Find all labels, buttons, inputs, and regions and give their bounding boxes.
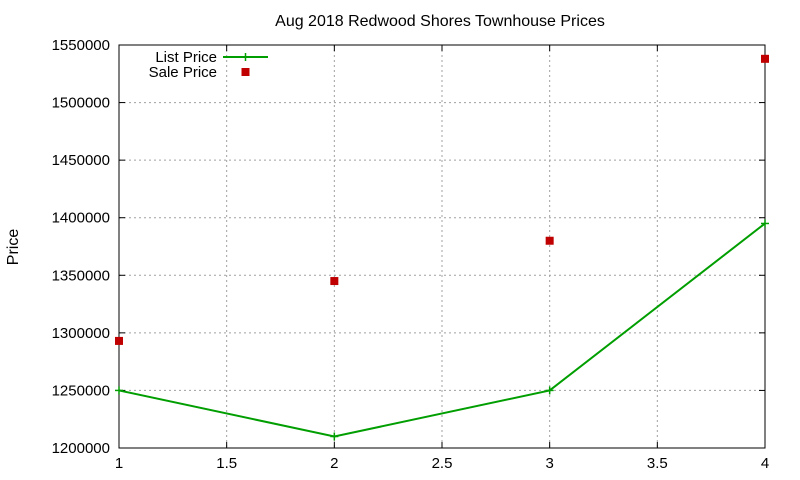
y-tick-label: 1300000 bbox=[52, 325, 110, 342]
data-point bbox=[330, 432, 339, 441]
series-layer bbox=[115, 54, 769, 441]
legend-label: Sale Price bbox=[149, 64, 217, 81]
axis-ticks: 1200000 1250000 1300000 1350000 1400000 14500… bbox=[52, 37, 770, 472]
legend-marker bbox=[241, 53, 250, 61]
data-point bbox=[761, 54, 769, 63]
data-point bbox=[545, 386, 554, 395]
y-tick-label: 1550000 bbox=[52, 37, 110, 54]
y-tick-label: 1350000 bbox=[52, 267, 110, 284]
x-tick-label: 2 bbox=[330, 455, 338, 472]
data-point bbox=[330, 277, 339, 286]
data-point bbox=[545, 236, 554, 245]
grid-lines bbox=[119, 45, 765, 448]
series-line bbox=[118, 222, 766, 438]
x-tick-label: 3 bbox=[545, 455, 553, 472]
x-tick-label: 4 bbox=[761, 455, 769, 472]
y-axis-label: Price bbox=[5, 229, 22, 266]
data-point bbox=[115, 336, 123, 345]
data-point bbox=[115, 386, 123, 395]
x-tick-label: 3.5 bbox=[647, 455, 668, 472]
chart-title: Aug 2018 Redwood Shores Townhouse Prices bbox=[275, 13, 605, 30]
y-tick-label: 1250000 bbox=[52, 382, 110, 399]
series-list-price bbox=[115, 219, 769, 441]
x-tick-label: 1 bbox=[115, 455, 123, 472]
legend-marker bbox=[241, 68, 250, 76]
y-tick-label: 1200000 bbox=[52, 440, 110, 457]
data-point bbox=[761, 219, 769, 228]
x-tick-label: 1.5 bbox=[216, 455, 237, 472]
series-sale-price bbox=[115, 54, 769, 345]
y-tick-label: 1500000 bbox=[52, 95, 110, 112]
y-tick-label: 1400000 bbox=[52, 210, 110, 227]
legend-label: List Price bbox=[155, 49, 217, 66]
x-tick-label: 2.5 bbox=[432, 455, 453, 472]
y-tick-label: 1450000 bbox=[52, 152, 110, 169]
